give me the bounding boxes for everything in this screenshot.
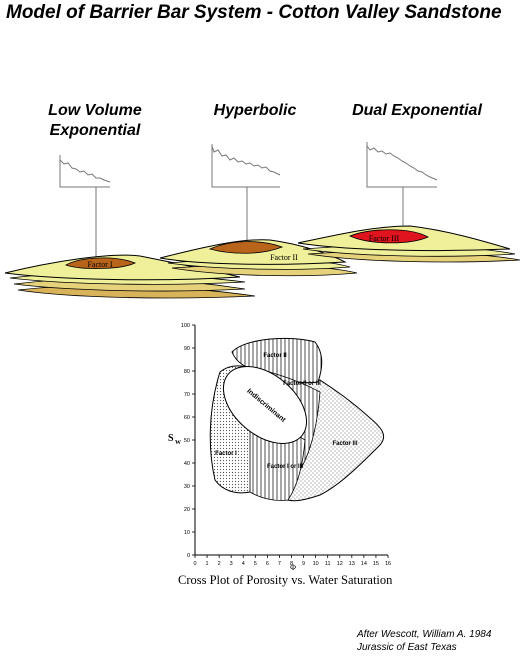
region-indiscriminant (222, 366, 308, 444)
barrier-bar-1: Factor I (4, 254, 256, 299)
factor-label-2: Factor II (270, 253, 298, 262)
region-label-factor-1-or-3: Factor I or III (267, 464, 303, 470)
model-label-line1: Hyperbolic (213, 102, 297, 119)
y-tick-label: 80 (184, 369, 190, 375)
x-tick-label: 15 (373, 561, 379, 567)
x-tick-label: 4 (242, 561, 245, 567)
model-label-hyperbolic: Hyperbolic (195, 101, 315, 121)
y-tick-label: 0 (187, 553, 190, 559)
x-tick-label: 0 (193, 561, 196, 567)
decline-curve-1 (59, 155, 111, 188)
model-label-line1: Dual Exponential (352, 102, 482, 119)
x-tick-label: 6 (266, 561, 269, 567)
y-tick-label: 10 (184, 530, 190, 536)
barrier-bar-2: Factor II (159, 239, 358, 277)
x-tick-label: 1 (206, 561, 209, 567)
factor-lens-2 (208, 241, 284, 254)
x-tick-label: 13 (349, 561, 355, 567)
y-tick-label: 40 (184, 461, 190, 467)
model-label-line2: Exponential (49, 122, 141, 139)
y-tick-label: 50 (184, 438, 190, 444)
y-axis-label-subscript: W (175, 440, 181, 446)
factor-lens-1 (65, 257, 137, 269)
model-label-low-volume-exponential: Low Volume Exponential (20, 101, 170, 141)
region-label-factor-3: Factor III (332, 441, 357, 447)
x-tick-label: 8 (290, 561, 293, 567)
x-tick-label: 16 (385, 561, 391, 567)
x-tick-label: 9 (302, 561, 305, 567)
x-tick-label: 14 (361, 561, 367, 567)
y-tick-label: 20 (184, 507, 190, 513)
factor-label-1: Factor I (87, 260, 112, 269)
y-tick-label: 30 (184, 484, 190, 490)
x-tick-label: 10 (313, 561, 319, 567)
region-label-factor-2: Factor II (263, 353, 287, 359)
x-tick-label: 12 (337, 561, 343, 567)
y-tick-label: 90 (184, 346, 190, 352)
decline-curve-2 (211, 144, 281, 188)
region-label-factor-2-or-3: Factor II or III (283, 381, 321, 387)
y-tick-label: 100 (181, 323, 190, 329)
x-tick-label: 2 (218, 561, 221, 567)
page-title: Model of Barrier Bar System - Cotton Val… (6, 2, 502, 23)
credit-line2: Jurassic of East Texas (357, 642, 457, 653)
x-axis-label: Φ (290, 563, 296, 572)
decline-curve-3 (366, 142, 438, 188)
credit-line1: After Wescott, William A. 1984 (357, 629, 492, 640)
model-label-dual-exponential: Dual Exponential (337, 101, 497, 121)
barrier-bar-3: Factor III (297, 225, 521, 263)
factor-label-3: Factor III (369, 234, 400, 243)
y-tick-label: 70 (184, 392, 190, 398)
x-tick-label: 11 (325, 561, 331, 567)
x-tick-label: 7 (278, 561, 281, 567)
factor-lens-3 (348, 229, 429, 244)
crossplot-caption: Cross Plot of Porosity vs. Water Saturat… (178, 573, 393, 587)
x-tick-marks: 0 1 2 3 4 5 6 7 8 9 10 11 12 13 14 15 16 (193, 555, 391, 567)
x-tick-label: 3 (230, 561, 233, 567)
model-label-line1: Low Volume (48, 102, 142, 119)
y-axis-label: S (168, 433, 174, 444)
x-tick-label: 5 (254, 561, 257, 567)
y-tick-label: 60 (184, 415, 190, 421)
region-label-factor-1: Factor I (215, 451, 237, 457)
